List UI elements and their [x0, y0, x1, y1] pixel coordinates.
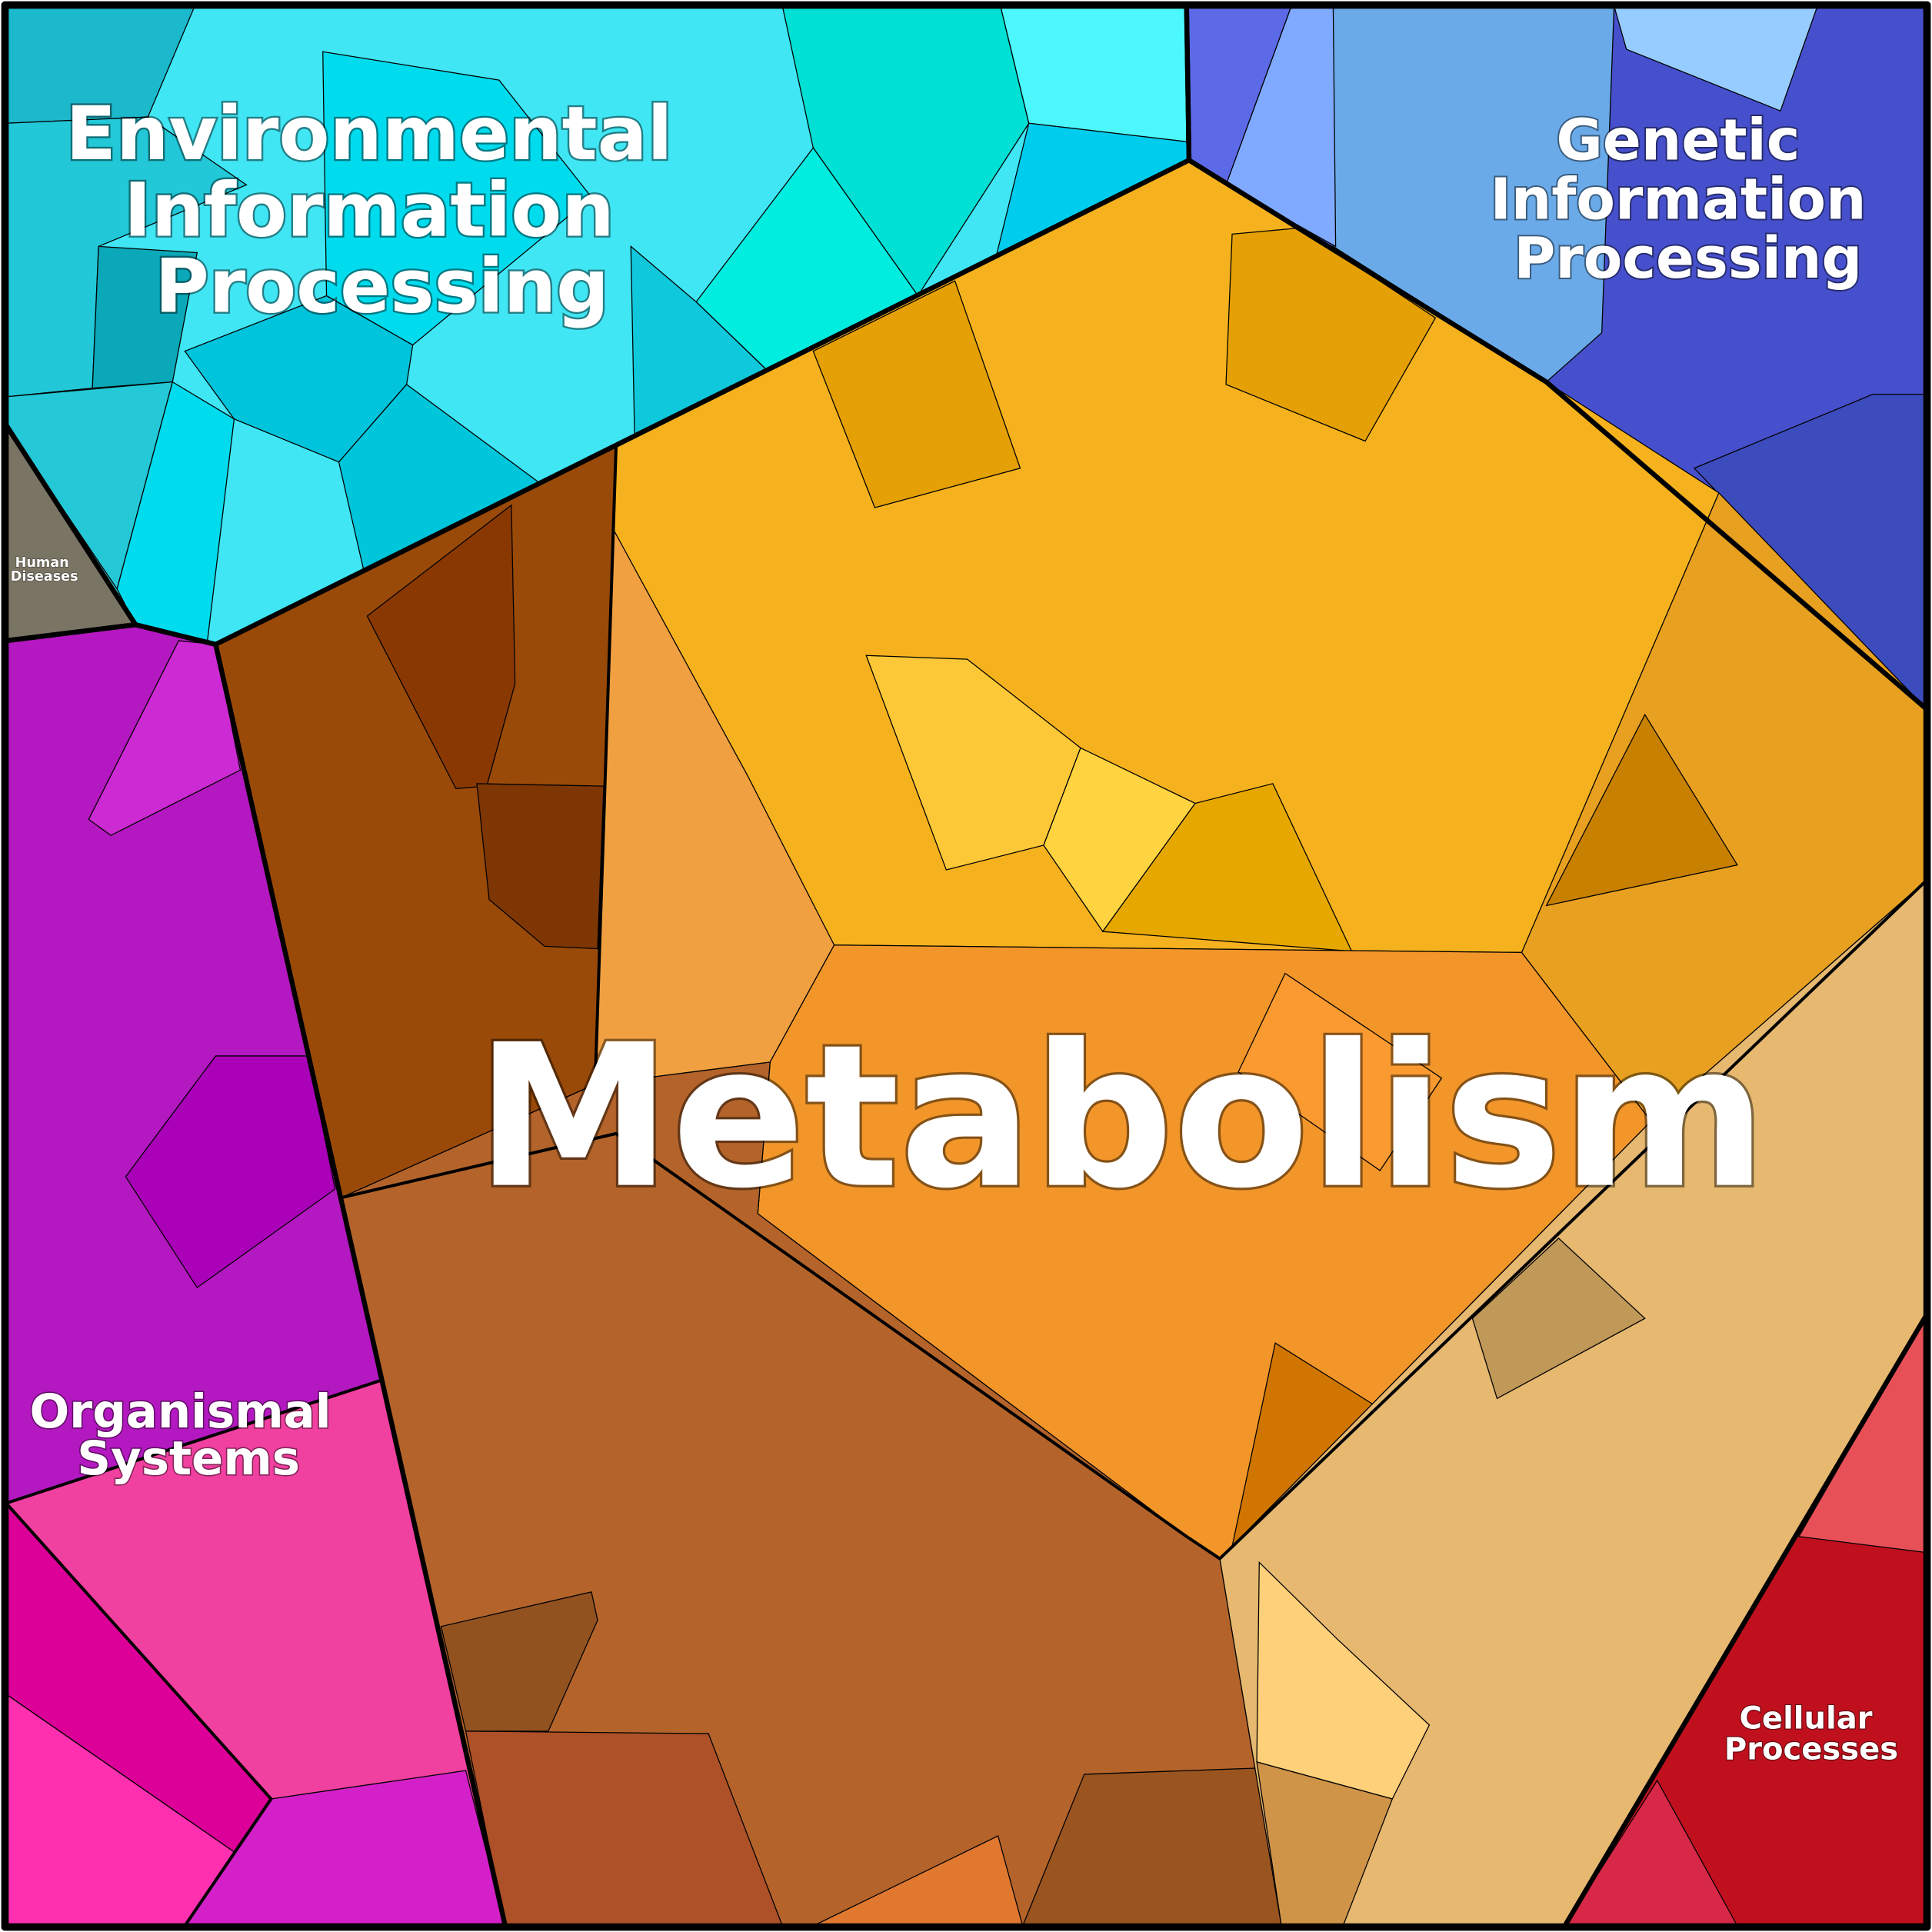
- sub-border: [341, 880, 1927, 1561]
- label-line: Processes: [1724, 1732, 1898, 1767]
- region-label: Metabolism: [475, 1003, 1767, 1232]
- label-line: Processing: [155, 244, 609, 330]
- label-line: Genetic: [1556, 108, 1800, 173]
- label-line: Systems: [77, 1431, 300, 1486]
- region-label: Environmental Information Processing: [65, 91, 698, 330]
- label-line: Information: [1490, 167, 1866, 232]
- label-line: Human: [15, 555, 69, 571]
- region-label: Cellular Processes: [1724, 1700, 1898, 1767]
- cell: [476, 783, 605, 950]
- cell: [1471, 1237, 1646, 1400]
- label-line: Organismal: [29, 1384, 331, 1439]
- cell: [1237, 972, 1443, 1171]
- region-label: Genetic Information Processing: [1490, 108, 1886, 291]
- cell: [440, 1591, 598, 1732]
- cell: [366, 504, 516, 789]
- cell: [125, 1055, 336, 1289]
- labels: Environmental Information Processing Gen…: [10, 89, 1899, 1768]
- sub-border: [593, 445, 618, 1084]
- cell: [1101, 783, 1353, 952]
- label-line: Cellular: [1740, 1700, 1873, 1736]
- label-line: Processing: [1514, 226, 1862, 291]
- cell: [1000, 5, 1188, 142]
- region-label: Human Diseases: [11, 555, 78, 585]
- label-line: Metabolism: [475, 1003, 1767, 1232]
- label-line: Diseases: [11, 569, 78, 585]
- label-line: Information: [124, 168, 615, 254]
- region-label: Organismal Systems: [29, 1384, 347, 1486]
- cell: [812, 280, 1021, 508]
- label-line: Environmental: [65, 91, 672, 177]
- cell: [1225, 227, 1437, 442]
- cell: [322, 51, 592, 346]
- cell: [1545, 713, 1738, 907]
- sub-border: [5, 1378, 383, 1927]
